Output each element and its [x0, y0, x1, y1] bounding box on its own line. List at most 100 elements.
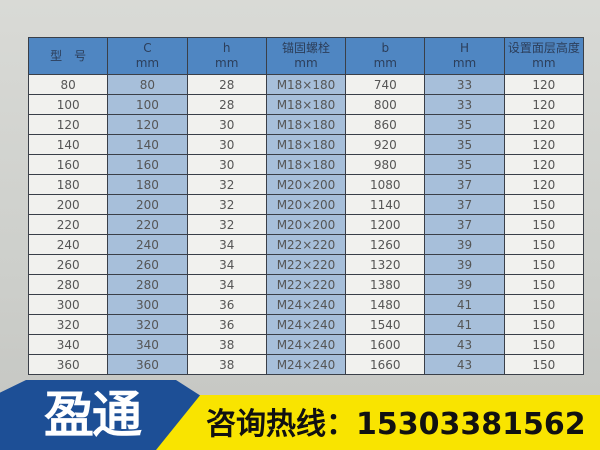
table-cell: 360 — [107, 354, 188, 375]
table-cell: 39 — [424, 254, 505, 275]
column-title: C — [143, 41, 152, 55]
table-cell: 160 — [27, 154, 109, 175]
table-cell: 39 — [424, 234, 505, 255]
table-row: 80 80 28 M18×180 740 33 120 — [27, 74, 585, 95]
table-row: 160 160 30 M18×180 980 35 120 — [27, 154, 585, 175]
table-cell: 150 — [503, 354, 585, 375]
table-row: 100 100 28 M18×180 800 33 120 — [27, 94, 585, 115]
table-cell: 340 — [27, 334, 109, 355]
table-row: 240 240 34 M22×220 1260 39 150 — [27, 234, 585, 255]
table-cell: 30 — [186, 114, 267, 135]
table-cell: M24×240 — [265, 354, 347, 375]
column-unit: mm — [532, 56, 556, 70]
table-cell: 1260 — [345, 234, 426, 255]
table-cell: 340 — [107, 334, 188, 355]
table-row: 300 300 36 M24×240 1480 41 150 — [27, 294, 585, 315]
table-cell: 1380 — [345, 274, 426, 295]
table-cell: 28 — [186, 74, 267, 95]
table-cell: 39 — [424, 274, 505, 295]
table-cell: 150 — [503, 334, 585, 355]
table-cell: 800 — [345, 94, 426, 115]
table-cell: M20×200 — [265, 214, 347, 235]
column-header: 锚固螺栓 mm — [265, 37, 347, 75]
table-cell: 1600 — [345, 334, 426, 355]
table-cell: M24×240 — [265, 334, 347, 355]
table-cell: M24×240 — [265, 294, 347, 315]
table-cell: 80 — [107, 74, 188, 95]
table-cell: 920 — [345, 134, 426, 155]
table-row: 220 220 32 M20×200 1200 37 150 — [27, 214, 585, 235]
table-cell: 150 — [503, 274, 585, 295]
table-cell: 41 — [424, 314, 505, 335]
table-cell: 280 — [27, 274, 109, 295]
table-cell: 41 — [424, 294, 505, 315]
table-row: 320 320 36 M24×240 1540 41 150 — [27, 314, 585, 335]
table-cell: 37 — [424, 194, 505, 215]
table-cell: 33 — [424, 94, 505, 115]
table-cell: 80 — [27, 74, 109, 95]
table-cell: 34 — [186, 274, 267, 295]
table-cell: M18×180 — [265, 74, 347, 95]
table-cell: 100 — [107, 94, 188, 115]
table-cell: M22×220 — [265, 234, 347, 255]
column-title: 设置面层高度 — [507, 41, 580, 55]
table-cell: 240 — [107, 234, 188, 255]
table-cell: 260 — [107, 254, 188, 275]
table-cell: 35 — [424, 134, 505, 155]
table-cell: 360 — [27, 354, 109, 375]
table-cell: 35 — [424, 154, 505, 175]
table-row: 260 260 34 M22×220 1320 39 150 — [27, 254, 585, 275]
table-cell: 30 — [186, 154, 267, 175]
table-cell: 34 — [186, 254, 267, 275]
table-cell: 150 — [503, 254, 585, 275]
table-cell: 740 — [345, 74, 426, 95]
column-header: 设置面层高度 mm — [503, 37, 585, 75]
table-cell: 220 — [27, 214, 109, 235]
table-cell: 36 — [186, 314, 267, 335]
table-cell: 120 — [503, 74, 585, 95]
column-title: 型 号 — [50, 48, 87, 63]
table-cell: 180 — [27, 174, 109, 195]
column-header: 型 号 — [27, 37, 109, 75]
table-cell: 1080 — [345, 174, 426, 195]
table-cell: 260 — [27, 254, 109, 275]
table-cell: 32 — [186, 174, 267, 195]
table-cell: 150 — [503, 294, 585, 315]
table-cell: 150 — [503, 234, 585, 255]
table-cell: 38 — [186, 334, 267, 355]
table-cell: 1320 — [345, 254, 426, 275]
table-cell: M20×200 — [265, 194, 347, 215]
table-cell: 150 — [503, 194, 585, 215]
column-unit: mm — [135, 56, 160, 70]
table-cell: 28 — [186, 94, 267, 115]
table-cell: 43 — [424, 354, 505, 375]
table-cell: 36 — [186, 294, 267, 315]
table-cell: 280 — [107, 274, 188, 295]
table-cell: M22×220 — [265, 274, 347, 295]
table-cell: 220 — [107, 214, 188, 235]
table-cell: 140 — [107, 134, 188, 155]
table-cell: 34 — [186, 234, 267, 255]
table-cell: 320 — [27, 314, 109, 335]
hotline-text: 咨询热线：15303381562 — [206, 407, 586, 442]
table-cell: 180 — [107, 174, 188, 195]
table-cell: 37 — [424, 174, 505, 195]
table-cell: 1200 — [345, 214, 426, 235]
table-row: 180 180 32 M20×200 1080 37 120 — [27, 174, 585, 195]
table-cell: M18×180 — [265, 134, 347, 155]
table-cell: 320 — [107, 314, 188, 335]
column-title: H — [460, 41, 470, 55]
column-unit: mm — [294, 56, 318, 70]
column-unit: mm — [373, 56, 397, 70]
column-header: b mm — [345, 37, 426, 75]
table-cell: 150 — [503, 214, 585, 235]
table-cell: 300 — [107, 294, 188, 315]
brand-logo: 盈通 — [44, 386, 142, 444]
table-cell: 32 — [186, 194, 267, 215]
column-unit: mm — [452, 56, 477, 70]
table-cell: M20×200 — [265, 174, 347, 195]
table-cell: 240 — [27, 234, 109, 255]
